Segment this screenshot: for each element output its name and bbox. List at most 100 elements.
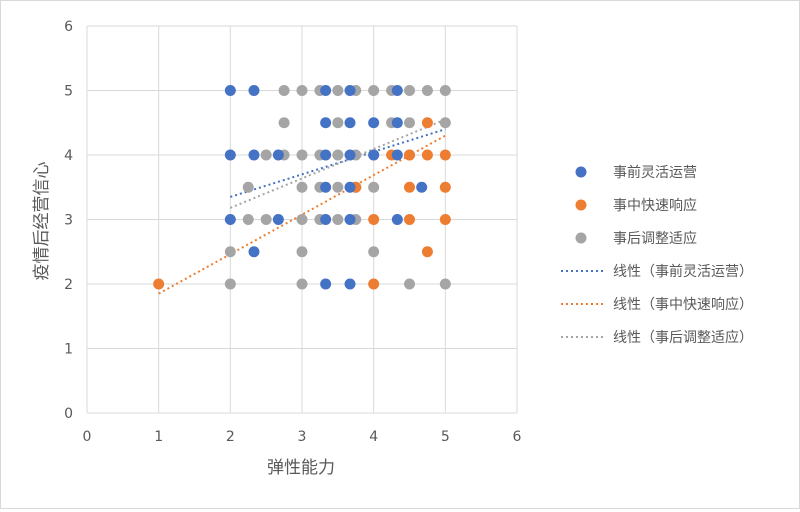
y-tick-label: 4 <box>64 148 73 164</box>
data-point-series-0 <box>224 149 236 161</box>
data-point-series-2 <box>332 181 344 193</box>
data-point-series-0 <box>368 149 380 161</box>
y-tick-label: 6 <box>64 19 73 35</box>
x-tick-label: 3 <box>298 429 307 445</box>
data-point-series-0 <box>344 149 356 161</box>
data-point-series-1 <box>153 278 165 290</box>
data-point-series-2 <box>296 278 308 290</box>
x-tick-label: 5 <box>441 429 450 445</box>
data-point-series-2 <box>368 246 380 258</box>
data-point-series-0 <box>320 117 332 129</box>
data-point-series-2 <box>296 181 308 193</box>
data-point-series-1 <box>439 149 451 161</box>
y-tick-label: 1 <box>64 342 73 358</box>
data-point-series-2 <box>224 246 236 258</box>
data-point-series-2 <box>332 149 344 161</box>
data-point-series-0 <box>224 85 236 96</box>
data-point-series-2 <box>404 85 415 96</box>
data-point-series-2 <box>296 214 308 225</box>
data-point-series-2 <box>404 117 415 129</box>
data-point-series-2 <box>439 85 451 96</box>
data-point-series-2 <box>260 214 272 225</box>
data-point-series-2 <box>368 181 380 193</box>
data-point-series-0 <box>320 85 332 96</box>
legend-label: 线性（事前灵活运营） <box>613 263 753 280</box>
data-point-series-2 <box>439 278 451 290</box>
data-point-series-0 <box>344 85 356 96</box>
data-point-series-2 <box>296 149 308 161</box>
data-point-series-0 <box>416 181 428 193</box>
data-point-series-0 <box>320 214 332 225</box>
data-point-series-1 <box>439 214 451 225</box>
data-point-series-0 <box>320 181 332 193</box>
data-point-series-0 <box>391 214 403 225</box>
data-point-series-0 <box>224 214 236 225</box>
x-axis-title: 弹性能力 <box>267 458 335 478</box>
legend-marker <box>575 166 587 178</box>
data-point-series-0 <box>320 149 332 161</box>
data-point-series-2 <box>260 149 272 161</box>
data-point-series-2 <box>421 85 433 96</box>
legend-marker <box>575 232 587 244</box>
legend-label: 线性（事后调整适应） <box>613 329 753 346</box>
data-point-series-0 <box>368 117 380 129</box>
y-tick-label: 0 <box>64 406 73 422</box>
tick-labels: 0 1 2 3 4 5 6 0 1 2 3 4 5 6 <box>64 19 521 445</box>
x-tick-label: 4 <box>369 429 378 445</box>
data-point-series-0 <box>391 117 403 129</box>
data-point-series-0 <box>344 214 356 225</box>
data-point-series-0 <box>248 85 260 96</box>
data-points <box>153 85 451 290</box>
legend-label: 事后调整适应 <box>613 230 697 247</box>
x-tick-label: 1 <box>154 429 163 445</box>
data-point-series-2 <box>332 85 344 96</box>
y-tick-label: 2 <box>64 277 73 293</box>
data-point-series-2 <box>439 117 451 129</box>
data-point-series-1 <box>404 181 415 193</box>
x-tick-label: 0 <box>83 429 92 445</box>
data-point-series-1 <box>421 149 433 161</box>
data-point-series-2 <box>404 278 415 290</box>
trendline-2 <box>229 118 446 209</box>
data-point-series-1 <box>404 149 415 161</box>
data-point-series-1 <box>368 278 380 290</box>
data-point-series-1 <box>404 214 415 225</box>
data-point-series-0 <box>344 181 356 193</box>
data-point-series-0 <box>344 278 356 290</box>
x-tick-label: 6 <box>513 429 522 445</box>
legend-label: 线性（事中快速响应） <box>613 296 753 313</box>
trendlines <box>158 118 446 295</box>
data-point-series-0 <box>320 278 332 290</box>
data-point-series-2 <box>242 214 254 225</box>
data-point-series-2 <box>332 214 344 225</box>
data-point-series-2 <box>242 181 254 193</box>
data-point-series-2 <box>278 85 290 96</box>
data-point-series-0 <box>344 117 356 129</box>
data-point-series-2 <box>332 117 344 129</box>
legend-label: 事前灵活运营 <box>613 164 697 181</box>
data-point-series-2 <box>224 278 236 290</box>
data-point-series-0 <box>391 85 403 96</box>
x-tick-label: 2 <box>226 429 235 445</box>
data-point-series-2 <box>368 85 380 96</box>
data-point-series-2 <box>278 117 290 129</box>
data-point-series-1 <box>368 214 380 225</box>
data-point-series-0 <box>272 214 284 225</box>
data-point-series-2 <box>296 85 308 96</box>
data-point-series-1 <box>421 117 433 129</box>
data-point-series-0 <box>272 149 284 161</box>
data-point-series-2 <box>296 246 308 258</box>
data-point-series-0 <box>391 149 403 161</box>
y-axis-title: 疫情后经营信心 <box>32 162 52 281</box>
y-tick-label: 5 <box>64 84 73 100</box>
data-point-series-0 <box>248 149 260 161</box>
y-tick-label: 3 <box>64 213 73 229</box>
legend-label: 事中快速响应 <box>613 197 697 214</box>
legend-marker <box>575 199 587 211</box>
data-point-series-0 <box>248 246 260 258</box>
data-point-series-1 <box>439 181 451 193</box>
data-point-series-1 <box>421 246 433 258</box>
